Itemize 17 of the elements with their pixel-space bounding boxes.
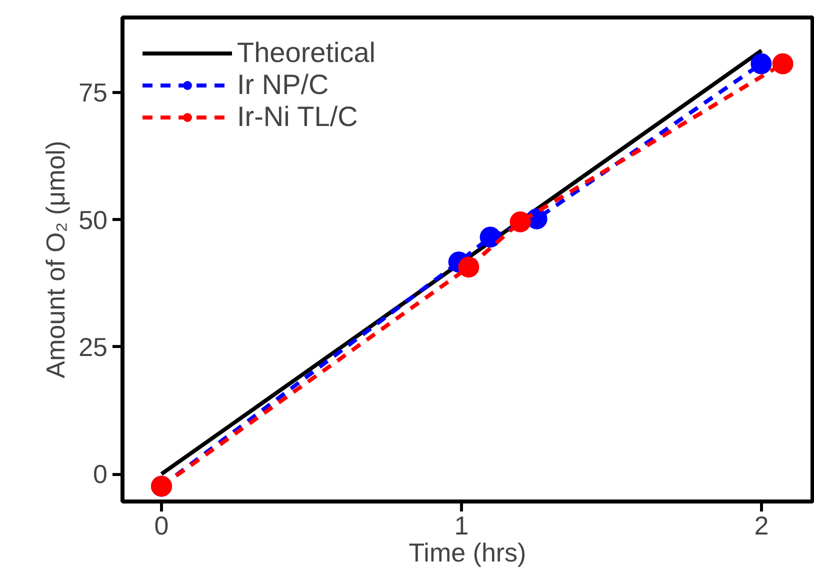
point [510, 211, 531, 232]
point [480, 226, 501, 248]
y-tick-label: 50 [78, 204, 108, 235]
x-axis-title: Time (hrs) [408, 538, 526, 568]
legend-label: Ir NP/C [237, 69, 329, 101]
x-tick-label: 1 [454, 510, 469, 540]
point [772, 53, 794, 74]
point [750, 53, 772, 74]
legend-label: Theoretical [237, 37, 376, 69]
y-tick-label: 25 [78, 332, 108, 362]
y-tick-label: 0 [93, 459, 108, 490]
y-tick-label: 75 [78, 78, 108, 108]
x-tick-label: 0 [154, 510, 169, 540]
point [458, 256, 480, 278]
x-tick-label: 2 [754, 510, 769, 540]
y-axis-title: Amount of O₂ (μmol) [40, 140, 71, 378]
legend-label: Ir-Ni TL/C [237, 101, 358, 133]
